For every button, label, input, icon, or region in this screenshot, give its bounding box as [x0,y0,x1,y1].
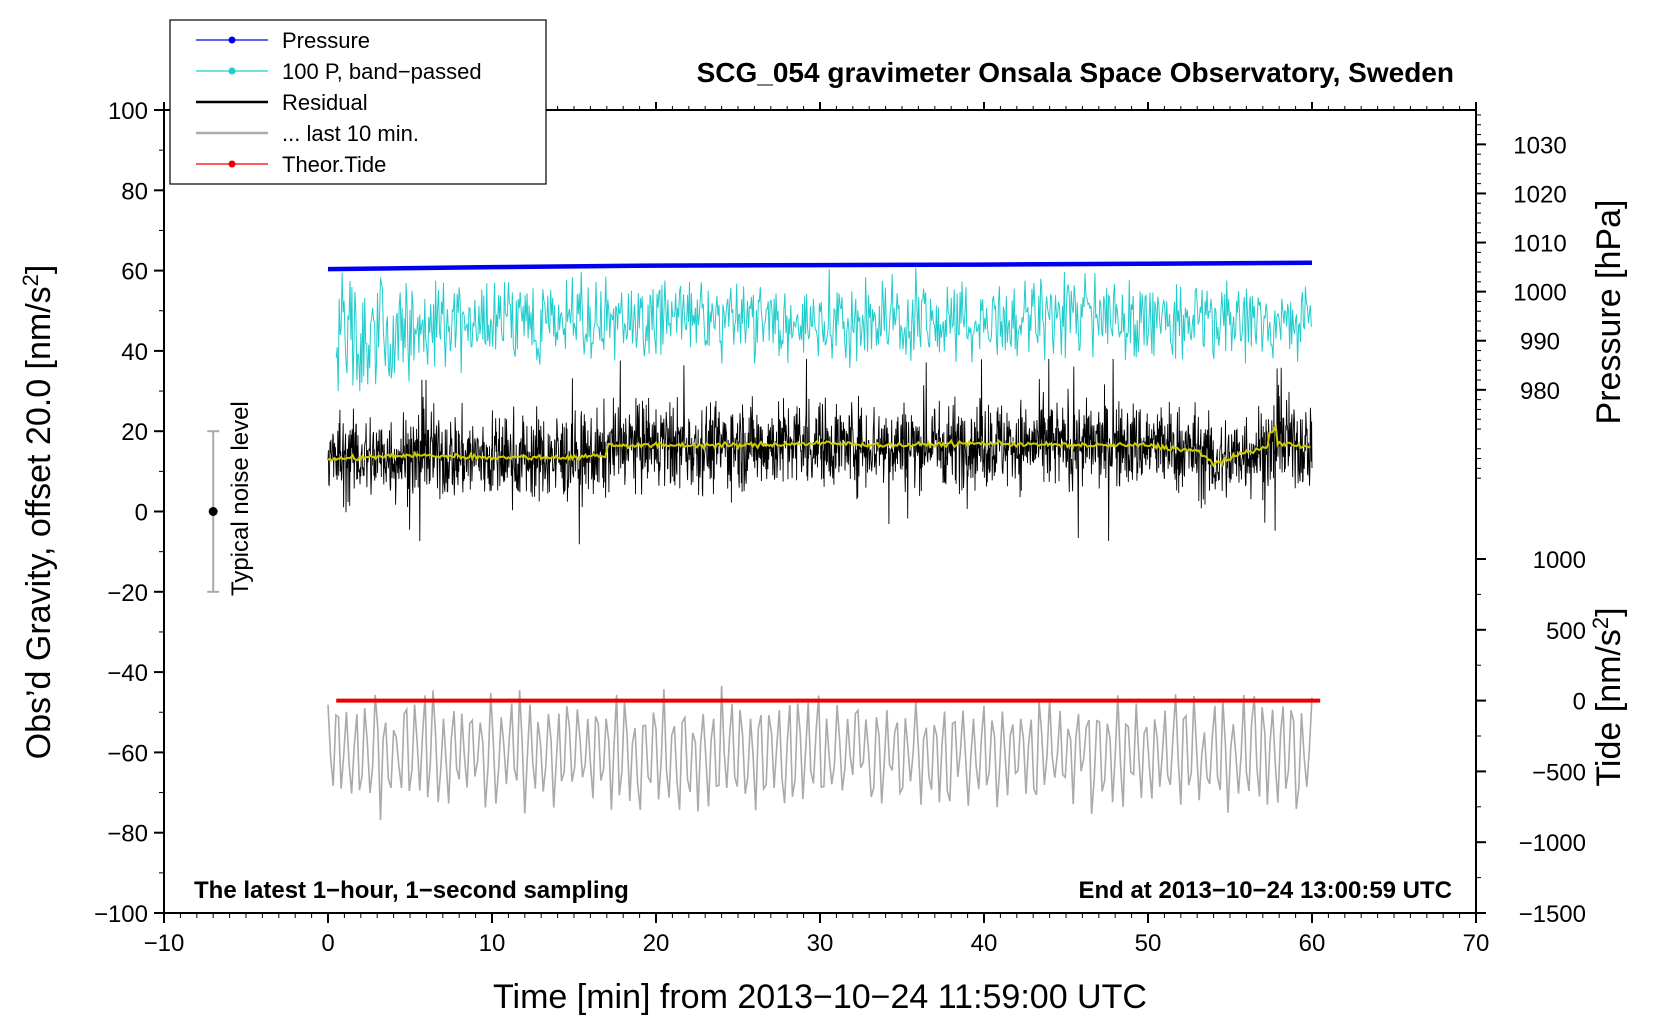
end-time-note: End at 2013−10−24 13:00:59 UTC [1078,877,1452,904]
noise-center-dot [208,507,218,516]
legend-label: 100 P, band−passed [282,59,482,84]
y-axis-left-title-sup: 2 [18,274,43,286]
legend-label: Pressure [282,28,370,53]
legend-marker [228,67,236,75]
tide-tick-label: 500 [1546,618,1586,645]
legend-items: Pressure 100 P, band−passed Residual ... la… [196,28,482,177]
tide-tick-label: 1000 [1533,547,1586,574]
legend-marker [228,160,236,168]
y-tick-label: 60 [121,259,148,286]
tide-axis-title: Tide [nm/s2] [1588,607,1628,786]
y-tick-label: 0 [135,500,148,527]
x-tick-label: 0 [321,930,334,957]
y-tick-label: −40 [107,660,148,687]
tide-tick-label: −1500 [1519,901,1586,928]
x-tick-label: 50 [1135,930,1162,957]
y-axis-left-title-close: ] [20,265,58,274]
sampling-note: The latest 1−hour, 1−second sampling [194,877,629,904]
pressure-tick-label: 1020 [1513,181,1566,208]
tide-axis-title-main: Tide [nm/s [1590,629,1628,786]
y-tick-label: −60 [107,740,148,767]
legend-label: Residual [282,90,368,115]
tide-tick-label: 0 [1573,689,1586,716]
y-tick-label: 80 [121,178,148,205]
y-axis-left-title-main: Obs’d Gravity, offset 20.0 [nm/s [20,286,58,759]
tide-axis-ticks: −1500 −1000 −500 0 500 1000 [1476,547,1586,928]
y-tick-label: −80 [107,821,148,848]
x-axis-ticks: −10 0 10 20 30 40 50 60 70 [144,102,1490,957]
series-residual [327,358,1313,545]
pressure-axis-title: Pressure [hPa] [1590,200,1628,425]
y-tick-label: −20 [107,580,148,607]
pressure-tick-label: 1010 [1513,231,1566,258]
chart-title: SCG_054 gravimeter Onsala Space Observat… [697,57,1454,88]
tide-tick-label: −1000 [1519,830,1586,857]
plot-frame [163,109,1477,914]
y-axis-left-title: Obs’d Gravity, offset 20.0 [nm/s2] [18,265,58,760]
series-last-10-min [327,685,1313,821]
noise-level-indicator [207,430,220,593]
noise-level-label: Typical noise level [227,401,254,596]
x-tick-label: 20 [643,930,670,957]
x-tick-label: 30 [807,930,834,957]
x-tick-label: −10 [144,930,185,957]
series-residual-smoothed [327,424,1311,468]
legend-marker [228,36,236,44]
pressure-axis-ticks: 980 990 1000 1010 1020 1030 [1476,114,1567,479]
y-tick-label: −100 [94,901,148,928]
pressure-tick-label: 1030 [1513,132,1566,159]
y-tick-label: 40 [121,339,148,366]
series-band-passed-pressure [335,267,1312,392]
pressure-tick-label: 980 [1520,378,1560,405]
pressure-tick-label: 990 [1520,329,1560,356]
series-pressure [327,260,1313,272]
x-tick-label: 70 [1463,930,1490,957]
legend: Pressure 100 P, band−passed Residual ... la… [169,19,547,185]
legend-label: Theor.Tide [282,152,386,177]
x-tick-label: 10 [479,930,506,957]
y-tick-label: 100 [108,98,148,125]
series-layer [327,260,1321,821]
x-tick-label: 60 [1299,930,1326,957]
y-tick-label: 20 [121,419,148,446]
tide-axis-title-sup: 2 [1588,617,1613,629]
tide-axis-title-close: ] [1590,607,1628,616]
left-axis-ticks: −100 −80 −60 −40 −20 0 20 40 60 80 100 [94,98,164,928]
legend-label: ... last 10 min. [282,121,419,146]
pressure-tick-label: 1000 [1513,280,1566,307]
x-tick-label: 40 [971,930,998,957]
x-axis-title: Time [min] from 2013−10−24 11:59:00 UTC [493,978,1147,1016]
tide-tick-label: −500 [1532,759,1586,786]
